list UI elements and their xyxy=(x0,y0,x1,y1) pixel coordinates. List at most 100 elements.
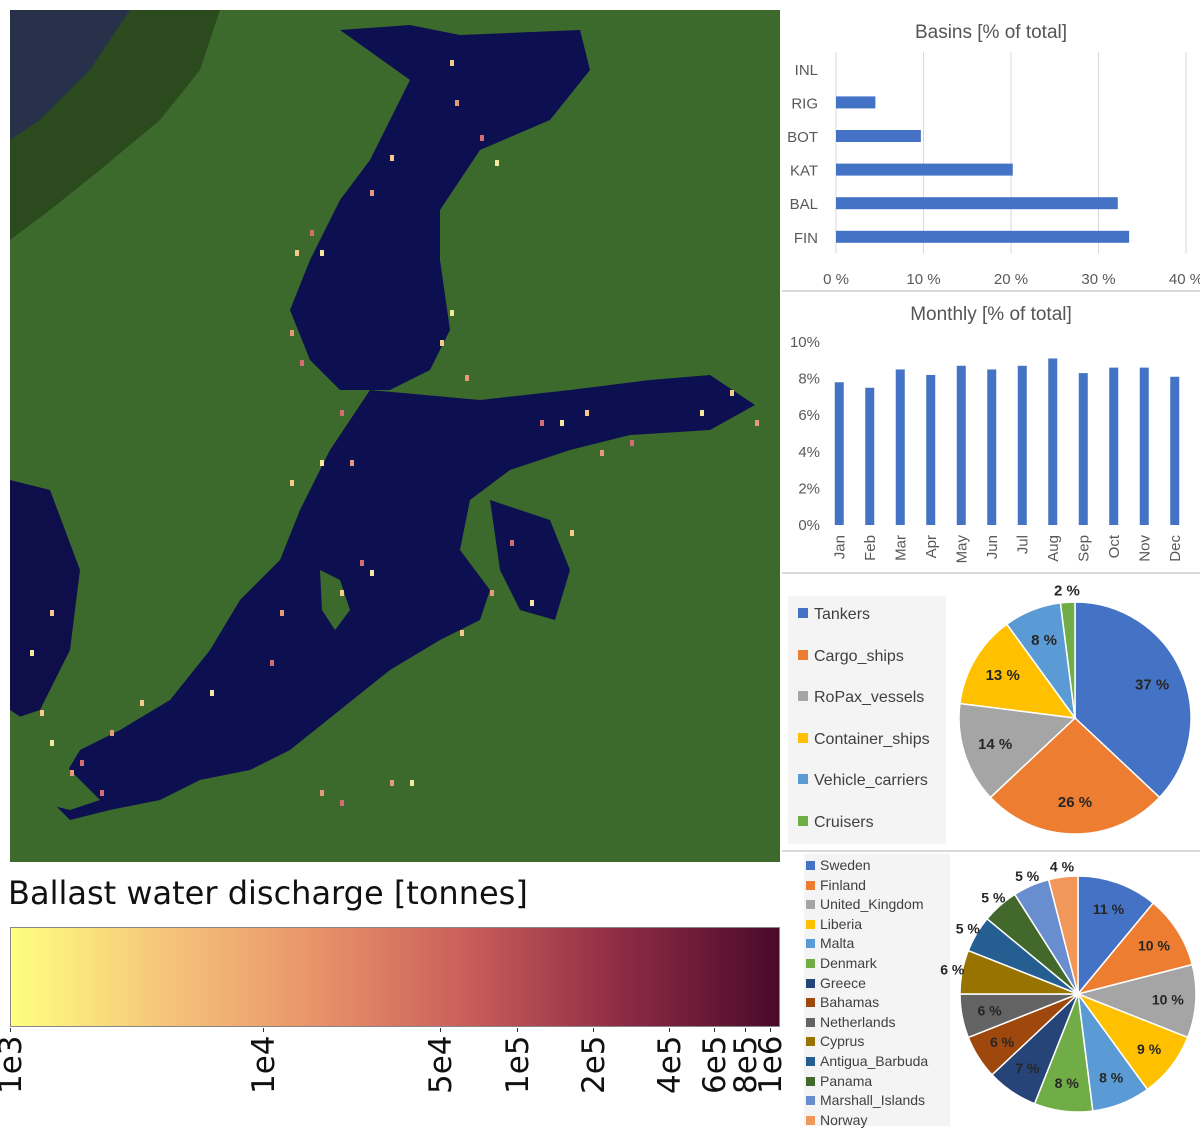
basins-category-label: INL xyxy=(795,62,818,79)
basins-xtick-label: 40 % xyxy=(1169,271,1200,288)
legend-label: Denmark xyxy=(820,955,877,971)
monthly-xtick-label: Jan xyxy=(831,535,848,559)
discharge-hotspot xyxy=(530,600,534,606)
monthly-ytick-label: 10% xyxy=(790,334,820,351)
basins-xtick-label: 20 % xyxy=(994,271,1028,288)
flag-value-label: 6 % xyxy=(940,962,965,978)
legend-label: Cargo_ships xyxy=(814,647,904,665)
legend-swatch xyxy=(806,861,815,870)
basins-category-label: RIG xyxy=(791,95,818,112)
colorbar-tick-label: 1e4 xyxy=(246,1035,283,1094)
flag-legend: Sweden Finland United_Kingdom Liberia Malta D… xyxy=(804,854,950,1128)
colorbar-tick-label: 1e5 xyxy=(499,1035,536,1094)
basins-category-label: FIN xyxy=(794,230,818,247)
shiptype-legend-item: Tankers xyxy=(798,606,870,624)
legend-label: Netherlands xyxy=(820,1013,896,1030)
shiptype-slice xyxy=(1059,601,1076,719)
flag-legend-item: Sweden xyxy=(806,857,871,873)
flag-legend-item: Antigua_Barbuda xyxy=(806,1053,928,1069)
basins-bar xyxy=(836,197,1118,210)
monthly-bar xyxy=(1109,367,1119,525)
legend-swatch xyxy=(806,998,815,1008)
discharge-hotspot xyxy=(480,135,484,141)
flag-slice xyxy=(1077,875,1155,997)
legend-label: Marshall_Islands xyxy=(820,1092,926,1109)
gotland-island xyxy=(320,570,350,630)
legend-label: Liberia xyxy=(820,915,863,932)
discharge-hotspot xyxy=(490,590,494,596)
discharge-hotspot xyxy=(540,420,544,426)
norwegian-sea xyxy=(10,10,130,140)
colorbar-tick-label: 4e5 xyxy=(652,1035,689,1094)
colorbar-tick-mark xyxy=(516,1028,518,1032)
monthly-xtick-label: Feb xyxy=(862,535,879,561)
flag-legend-item: Cyprus xyxy=(806,1033,864,1049)
legend-swatch xyxy=(806,1017,815,1027)
shiptype-slice xyxy=(959,623,1077,719)
gulf-of-riga xyxy=(490,500,570,620)
flag-value-label: 4 % xyxy=(1050,859,1075,875)
discharge-hotspot xyxy=(600,450,604,456)
discharge-hotspot xyxy=(460,630,464,636)
basins-chart-title: Basins [% of total] xyxy=(914,22,1068,43)
legend-label: United_Kingdom xyxy=(820,896,924,913)
legend-swatch xyxy=(798,608,808,618)
discharge-hotspot xyxy=(370,190,374,196)
discharge-hotspot xyxy=(270,660,274,666)
discharge-hotspot xyxy=(290,480,294,486)
flag-value-label: 10 % xyxy=(1152,991,1184,1007)
colorbar-tick-mark xyxy=(713,1028,715,1032)
legend-label: Greece xyxy=(820,974,866,991)
discharge-hotspot xyxy=(40,710,44,716)
shiptype-legend-item: Vehicle_carriers xyxy=(798,772,928,790)
legend-swatch xyxy=(806,1037,815,1047)
discharge-hotspot xyxy=(495,160,499,166)
monthly-xtick-label: Jul xyxy=(1014,535,1031,554)
discharge-hotspot xyxy=(280,610,284,616)
monthly-ytick-label: 6% xyxy=(798,407,820,424)
basins-chart: Basins [% of total] 0 % 10 % 20 % 30 % 40 % I… xyxy=(782,12,1200,290)
flag-legend-item: Malta xyxy=(806,935,854,951)
discharge-hotspot xyxy=(340,800,344,806)
flag-value-label: 7 % xyxy=(1015,1060,1040,1076)
kattegat-sea xyxy=(10,480,80,720)
discharge-hotspot xyxy=(390,155,394,161)
legend-swatch xyxy=(806,939,815,949)
discharge-hotspot xyxy=(730,390,734,396)
discharge-hotspot xyxy=(360,560,364,566)
basins-bar xyxy=(836,163,1013,176)
colorbar-tick-mark xyxy=(669,1028,671,1032)
legend-swatch xyxy=(806,1115,815,1125)
discharge-hotspot xyxy=(210,690,214,696)
flag-value-label: 8 % xyxy=(1055,1075,1080,1091)
monthly-xtick-label: Aug xyxy=(1045,535,1062,562)
discharge-hotspot xyxy=(350,460,354,466)
monthly-xtick-label: Mar xyxy=(892,535,909,561)
basins-bar xyxy=(836,130,921,142)
monthly-xtick-label: Nov xyxy=(1136,535,1153,562)
discharge-hotspot xyxy=(320,250,324,256)
flag-legend-item: Norway xyxy=(806,1112,867,1128)
shiptype-value-label: 26 % xyxy=(1058,794,1092,811)
monthly-bar xyxy=(834,382,844,525)
legend-label: Norway xyxy=(820,1111,868,1128)
basins-plot: 0 % 10 % 20 % 30 % 40 % INL RIG BOT KAT BAL FIN xyxy=(787,52,1200,288)
legend-swatch xyxy=(806,959,815,968)
legend-label: Cyprus xyxy=(820,1033,865,1050)
discharge-hotspot xyxy=(110,730,114,736)
monthly-bar xyxy=(895,369,905,525)
discharge-hotspot xyxy=(320,790,324,796)
discharge-hotspot xyxy=(30,650,34,656)
legend-swatch xyxy=(806,1096,815,1106)
discharge-hotspot xyxy=(370,570,374,576)
colorbar-title: Ballast water discharge [tonnes] xyxy=(8,874,528,912)
discharge-hotspot xyxy=(630,440,634,446)
legend-label: Container_ships xyxy=(814,730,930,748)
flag-legend-item: Greece xyxy=(806,975,866,991)
monthly-ytick-label: 0% xyxy=(798,517,820,534)
discharge-hotspots xyxy=(30,60,759,806)
discharge-hotspot xyxy=(560,420,564,426)
legend-label: Cruisers xyxy=(814,814,874,831)
monthly-xtick-label: Apr xyxy=(923,535,940,558)
discharge-hotspot xyxy=(390,780,394,786)
